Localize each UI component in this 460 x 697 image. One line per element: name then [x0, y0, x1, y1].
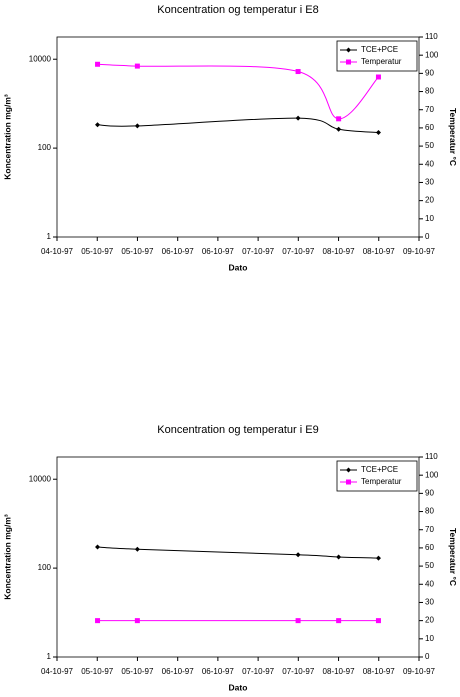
x-tick-label: 04-10-97 [41, 667, 74, 676]
data-point [95, 61, 101, 67]
chart: Koncentration og temperatur i E811001000… [2, 4, 458, 272]
data-point [134, 123, 140, 129]
y-tick-label: 100 [38, 563, 52, 572]
data-point [295, 115, 301, 121]
legend-marker [346, 59, 351, 65]
x-tick-label: 05-10-97 [121, 247, 154, 256]
y-tick-label: 10000 [29, 54, 52, 63]
y2-axis-label: Temperatur °C [448, 528, 458, 586]
data-point [336, 618, 342, 624]
data-point [375, 130, 381, 136]
y2-tick-label: 100 [425, 50, 439, 59]
x-tick-label: 08-10-97 [323, 247, 356, 256]
legend-box [336, 40, 418, 72]
legend-label: TCE+PCE [361, 465, 398, 474]
data-point [95, 122, 101, 128]
x-tick-label: 05-10-97 [81, 667, 114, 676]
y2-tick-label: 20 [425, 616, 434, 625]
y2-tick-label: 40 [425, 579, 434, 588]
x-tick-label: 07-10-97 [242, 667, 275, 676]
legend-marker [346, 47, 351, 53]
y-axis-label: Koncentration mg/m³ [2, 514, 12, 600]
data-point [336, 126, 342, 132]
y2-tick-label: 50 [425, 561, 434, 570]
data-point [95, 618, 101, 624]
y2-tick-label: 30 [425, 598, 434, 607]
data-point [336, 116, 342, 122]
legend-box [336, 460, 418, 492]
y-tick-label: 100 [38, 143, 52, 152]
data-point [375, 555, 381, 561]
x-tick-label: 06-10-97 [202, 247, 235, 256]
y2-tick-label: 0 [425, 232, 430, 241]
x-tick-label: 06-10-97 [202, 667, 235, 676]
x-axis-label: Dato [229, 682, 248, 692]
y2-tick-label: 30 [425, 178, 434, 187]
y-tick-label: 1 [47, 652, 52, 661]
legend-marker [346, 467, 351, 473]
y2-tick-label: 70 [425, 525, 434, 534]
legend-marker [346, 479, 351, 485]
x-tick-label: 06-10-97 [162, 247, 195, 256]
data-point [375, 618, 381, 624]
data-point [295, 618, 301, 624]
data-point [134, 546, 140, 552]
y2-tick-label: 10 [425, 214, 434, 223]
x-tick-label: 09-10-97 [403, 247, 436, 256]
x-tick-label: 08-10-97 [363, 667, 396, 676]
chart: Koncentration og temperatur i E911001000… [2, 424, 458, 692]
y2-tick-label: 60 [425, 543, 434, 552]
y2-tick-label: 80 [425, 507, 434, 516]
x-tick-label: 05-10-97 [121, 667, 154, 676]
data-point [295, 552, 301, 558]
x-tick-label: 07-10-97 [242, 247, 275, 256]
chart-title: Koncentration og temperatur i E8 [157, 4, 318, 16]
plot-area [56, 36, 420, 238]
y2-tick-label: 20 [425, 196, 434, 205]
legend-label: Temperatur [361, 477, 402, 486]
data-point [336, 554, 342, 560]
y2-tick-label: 90 [425, 68, 434, 77]
data-point [295, 69, 301, 75]
x-tick-label: 05-10-97 [81, 247, 114, 256]
legend-label: Temperatur [361, 57, 402, 66]
y2-tick-label: 110 [425, 452, 438, 461]
chart-title: Koncentration og temperatur i E9 [157, 424, 318, 436]
x-tick-label: 09-10-97 [403, 667, 436, 676]
data-point [134, 618, 140, 624]
y2-tick-label: 0 [425, 652, 430, 661]
legend-label: TCE+PCE [361, 45, 398, 54]
x-tick-label: 07-10-97 [282, 247, 315, 256]
x-tick-label: 08-10-97 [323, 667, 356, 676]
data-point [95, 544, 101, 550]
data-point [375, 74, 381, 80]
y-tick-label: 10000 [29, 474, 52, 483]
x-tick-label: 07-10-97 [282, 667, 315, 676]
series-line [97, 117, 379, 134]
y2-tick-label: 100 [425, 470, 439, 479]
y2-tick-label: 60 [425, 123, 434, 132]
x-tick-label: 06-10-97 [162, 667, 195, 676]
y2-tick-label: 40 [425, 159, 434, 168]
data-point [134, 63, 140, 69]
plot-area [56, 456, 420, 658]
y-axis-label: Koncentration mg/m³ [2, 94, 12, 180]
x-axis-label: Dato [229, 262, 248, 272]
x-tick-label: 08-10-97 [363, 247, 396, 256]
y2-tick-label: 80 [425, 87, 434, 96]
series-line [97, 63, 379, 120]
y-tick-label: 1 [47, 232, 52, 241]
y2-tick-label: 70 [425, 105, 434, 114]
y2-tick-label: 50 [425, 141, 434, 150]
x-tick-label: 04-10-97 [41, 247, 74, 256]
y2-tick-label: 10 [425, 634, 434, 643]
y2-tick-label: 90 [425, 488, 434, 497]
series-line [97, 546, 379, 559]
y2-axis-label: Temperatur °C [448, 108, 458, 166]
y2-tick-label: 110 [425, 32, 438, 41]
